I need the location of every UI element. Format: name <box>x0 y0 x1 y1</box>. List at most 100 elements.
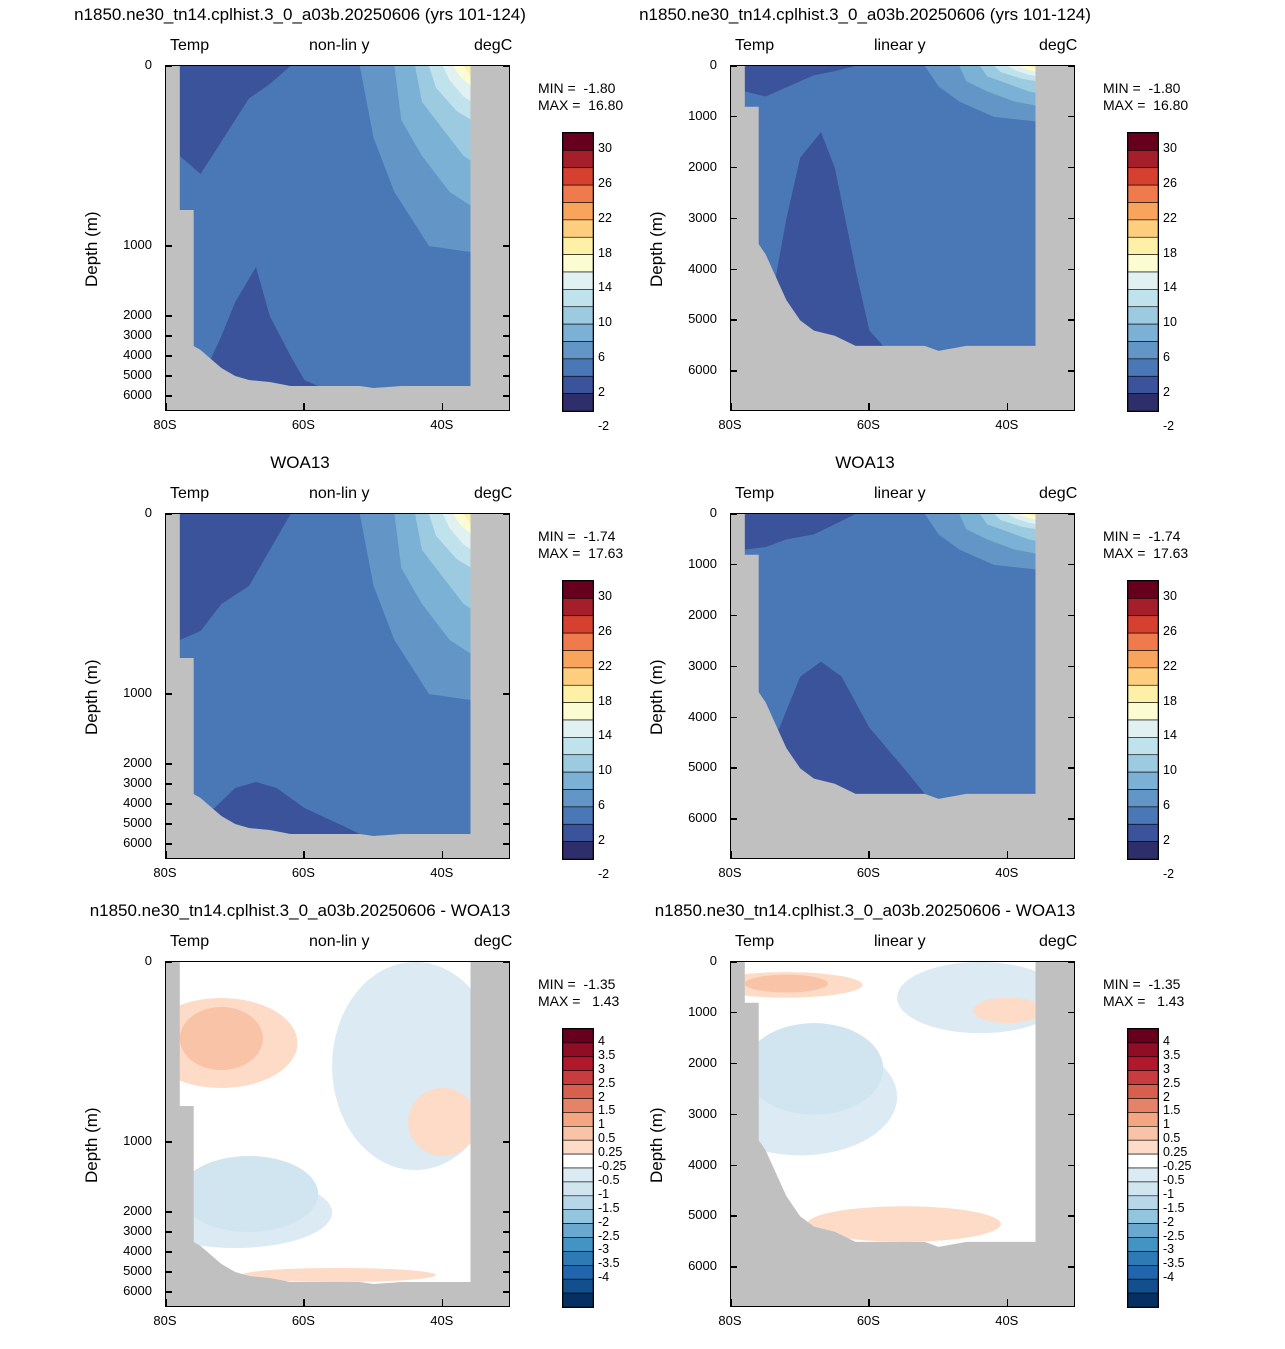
colorbar-swatch <box>1127 841 1159 860</box>
colorbar-swatch <box>1127 1056 1159 1071</box>
center-label: linear y <box>874 485 926 502</box>
y-tick-mark <box>730 767 737 769</box>
colorbar-swatch <box>562 841 594 860</box>
y-tick-mark <box>730 370 737 372</box>
colorbar-tick-label: -2 <box>1163 1214 1175 1229</box>
colorbar-tick-label: -2 <box>1163 867 1175 882</box>
y-tick-mark-right <box>1068 370 1075 372</box>
y-tick-label: 1000 <box>688 107 717 123</box>
colorbar-swatch <box>1127 650 1159 669</box>
x-tick-mark <box>441 1299 444 1307</box>
y-tick-mark-right <box>503 245 510 247</box>
y-tick-mark <box>165 1251 172 1253</box>
colorbar-tick-label: -1.5 <box>1163 1200 1185 1215</box>
x-tick-label: 60S <box>291 865 315 880</box>
colorbar-swatch <box>562 580 594 599</box>
y-tick-label: 4000 <box>688 260 717 276</box>
panel-p2: n1850.ne30_tn14.cplhist.3_0_a03b.2025060… <box>639 5 1245 445</box>
min-label: MIN = -1.35 <box>1103 976 1181 992</box>
y-tick-mark-right <box>503 961 510 963</box>
colorbar-tick-label: 30 <box>598 589 612 604</box>
center-label: linear y <box>874 37 926 54</box>
colorbar-tick-label: -2.5 <box>1163 1228 1185 1243</box>
contour-band <box>193 267 319 386</box>
colorbar-tick-label: 6 <box>598 349 605 364</box>
colorbar-tick-label: 0.5 <box>598 1131 616 1146</box>
colorbar-tick-label: 2 <box>1163 384 1170 399</box>
colorbar-swatch <box>562 1251 594 1266</box>
right-label: degC <box>474 485 513 502</box>
colorbar-swatch <box>1127 1139 1159 1155</box>
y-tick-mark <box>730 1062 737 1065</box>
colorbar-swatch <box>562 1084 594 1099</box>
plot-area <box>165 65 510 411</box>
colorbar-swatch <box>1127 789 1159 808</box>
colorbar-tick-label: 18 <box>1163 245 1177 260</box>
x-tick-mark <box>1006 851 1009 859</box>
max-label: MAX = 17.63 <box>1103 545 1189 561</box>
min-label: MIN = -1.74 <box>538 528 616 544</box>
colorbar-swatch <box>1127 1265 1159 1280</box>
center-label: non-lin y <box>309 37 370 54</box>
colorbar-swatch <box>1127 150 1159 169</box>
colorbar-swatch <box>1127 823 1159 842</box>
y-tick-mark <box>730 268 737 271</box>
y-tick-label: 2000 <box>688 158 717 174</box>
panel-title: n1850.ne30_tn14.cplhist.3_0_a03b.2025060… <box>654 901 1076 920</box>
colorbar <box>562 1028 594 1308</box>
colorbar-svg <box>562 580 594 860</box>
x-tick-mark <box>868 1299 870 1307</box>
contour-band <box>973 997 1043 1024</box>
y-tick-mark-right <box>1068 1011 1075 1014</box>
colorbar-swatch <box>1127 289 1159 308</box>
x-tick-label: 60S <box>856 417 880 432</box>
colorbar-tick-label: -3.5 <box>1163 1256 1185 1271</box>
colorbar-swatch <box>1127 598 1159 617</box>
plot-area <box>730 961 1075 1307</box>
colorbar-tick-label: 26 <box>1163 176 1177 191</box>
colorbar-tick-label: 1 <box>598 1117 605 1132</box>
y-tick-mark-right <box>1068 818 1075 820</box>
colorbar-tick-label: -3.5 <box>598 1256 620 1271</box>
y-tick-label: 2000 <box>688 1054 717 1070</box>
colorbar-swatch <box>562 289 594 308</box>
y-tick-mark <box>165 395 172 397</box>
colorbar-swatch <box>562 271 594 290</box>
left-label: Temp <box>735 37 775 54</box>
y-tick-mark <box>165 823 172 825</box>
plot-area <box>165 513 510 859</box>
y-tick-mark <box>165 783 172 785</box>
colorbar-swatch <box>1127 306 1159 325</box>
x-tick-label: 60S <box>856 1313 880 1328</box>
x-tick-label: 40S <box>430 417 454 432</box>
y-tick-label: 4000 <box>123 1243 152 1258</box>
colorbar-swatch <box>562 1181 594 1197</box>
colorbar-swatch <box>1127 271 1159 290</box>
colorbar-tick-label: 10 <box>598 763 612 778</box>
colorbar-swatch <box>1127 771 1159 790</box>
y-tick-mark <box>730 217 737 220</box>
colorbar-tick-label: 2 <box>598 1089 605 1104</box>
colorbar <box>1127 132 1159 412</box>
colorbar-swatch <box>562 1070 594 1085</box>
colorbar-swatch <box>562 806 594 825</box>
x-tick-mark <box>730 851 732 859</box>
colorbar-tick-label: 22 <box>598 658 612 673</box>
colorbar-tick-label: 14 <box>598 280 612 295</box>
y-axis-label: Depth (m) <box>82 659 101 735</box>
colorbar-tick-label: 0.5 <box>1163 1131 1181 1146</box>
contour-band <box>807 1206 1001 1242</box>
y-tick-mark <box>730 1011 737 1014</box>
y-tick-mark <box>730 614 737 617</box>
colorbar-swatch <box>562 1209 594 1224</box>
y-tick-mark <box>730 665 737 668</box>
colorbar-swatch <box>1127 341 1159 360</box>
colorbar <box>562 132 594 412</box>
y-tick-mark <box>730 115 737 118</box>
colorbar-swatch <box>562 823 594 842</box>
y-tick-mark <box>165 763 172 765</box>
x-tick-mark <box>868 851 870 859</box>
colorbar-tick-label: 14 <box>1163 728 1177 743</box>
y-tick-label: 2000 <box>123 1203 152 1218</box>
right-label: degC <box>1039 37 1078 54</box>
